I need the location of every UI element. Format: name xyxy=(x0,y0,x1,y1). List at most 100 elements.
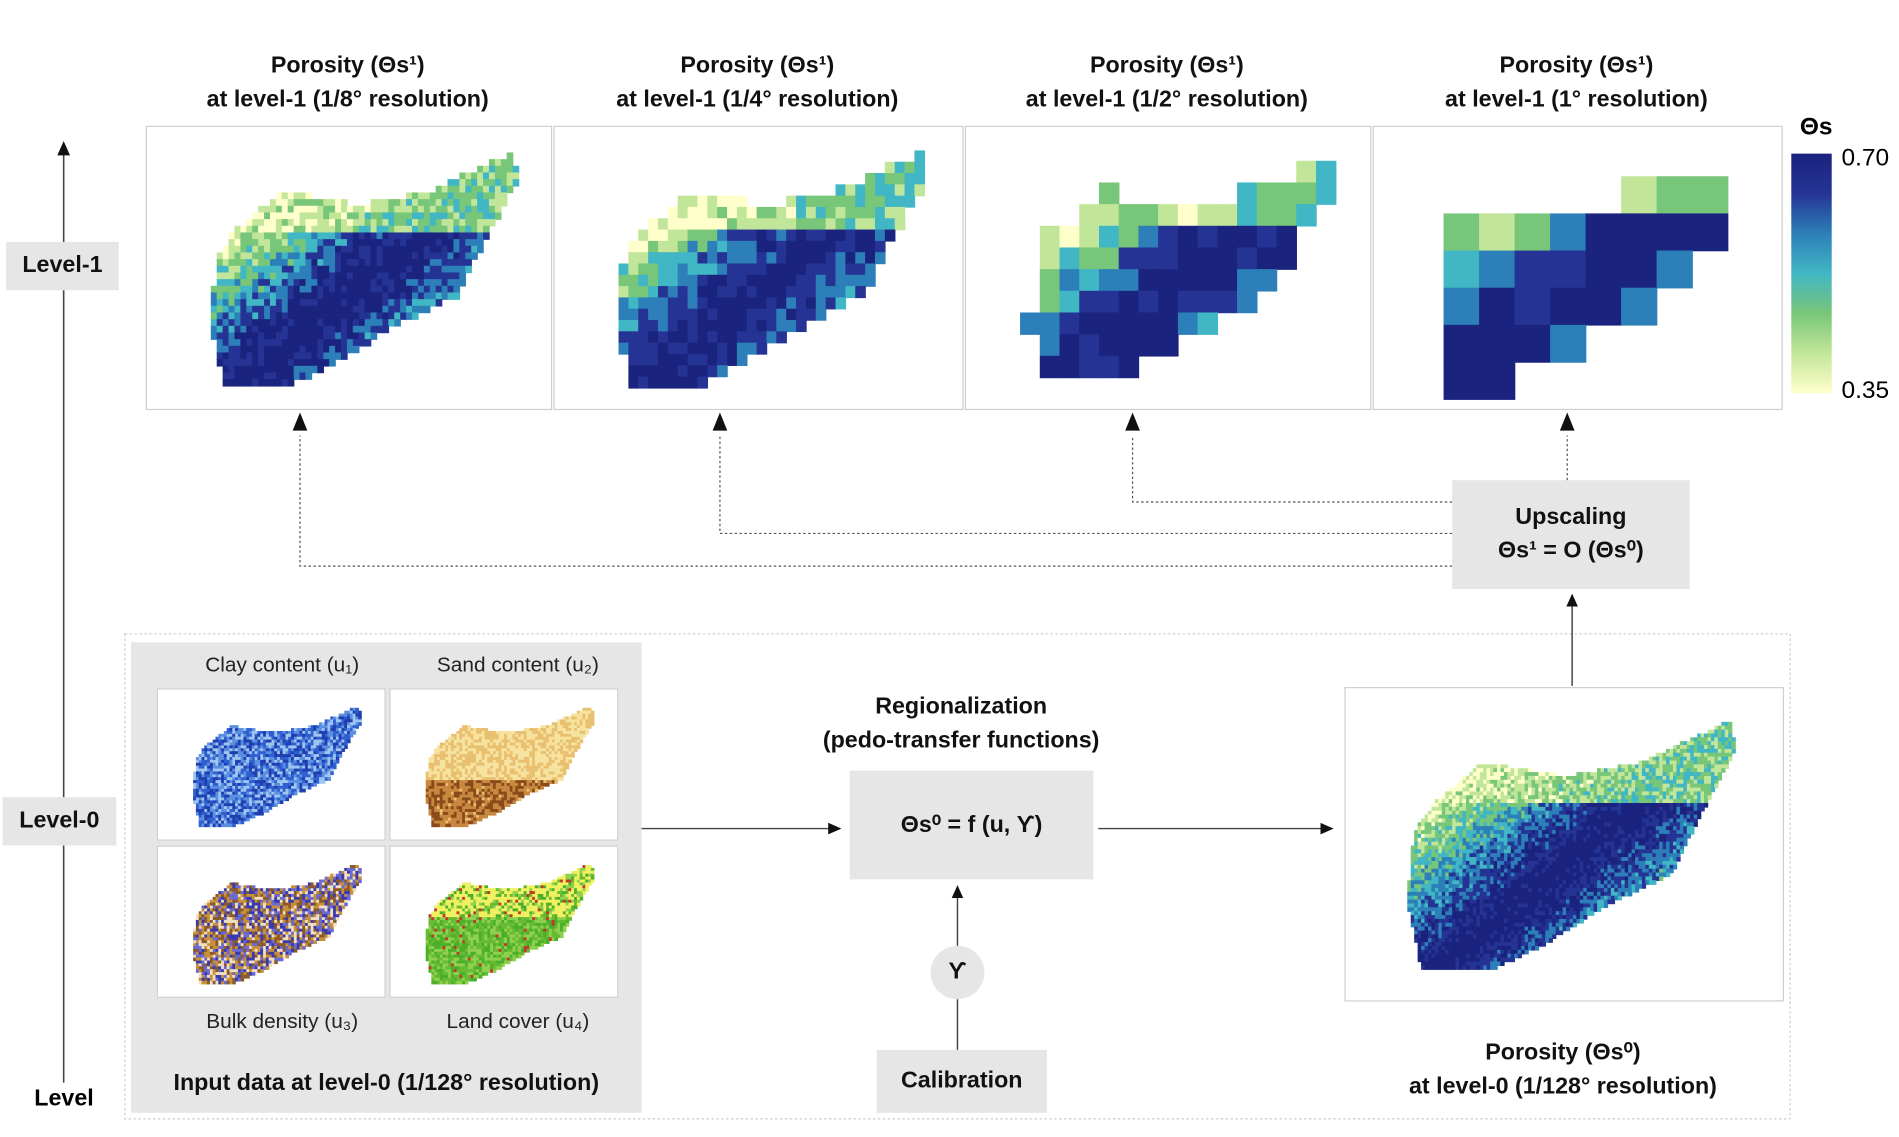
map-cell xyxy=(316,777,320,781)
map-cell xyxy=(307,765,312,770)
map-cell xyxy=(313,885,317,889)
map-cell xyxy=(537,728,542,732)
map-cell xyxy=(319,733,323,738)
map-cell xyxy=(470,777,475,781)
map-cell xyxy=(269,325,277,334)
map-cell xyxy=(305,365,313,374)
map-cell xyxy=(465,225,472,234)
map-cell xyxy=(234,345,242,354)
map-cell xyxy=(340,279,348,287)
map-cell xyxy=(1296,204,1317,227)
map-cell xyxy=(299,902,303,907)
map-cell xyxy=(476,803,480,807)
map-cell xyxy=(453,774,458,778)
map-cell xyxy=(697,240,709,253)
map-cell xyxy=(865,206,876,219)
map-cell xyxy=(467,814,472,819)
map-cell xyxy=(237,797,242,802)
map-cell xyxy=(310,783,315,787)
map-cell xyxy=(376,245,384,254)
map-cell xyxy=(687,218,699,231)
map-cell xyxy=(288,899,292,904)
map-cell xyxy=(333,908,337,913)
map-cell xyxy=(346,272,354,280)
map-cell xyxy=(316,902,320,907)
map-cell xyxy=(445,754,449,758)
map-cell xyxy=(243,814,248,819)
map-cell xyxy=(532,780,536,784)
map-cell xyxy=(216,359,224,367)
map-cell xyxy=(495,803,500,807)
map-cell xyxy=(456,765,461,770)
map-cell xyxy=(338,911,343,915)
map-cell xyxy=(467,788,472,793)
map-cell xyxy=(291,742,295,747)
map-cell xyxy=(874,173,886,186)
map-cell xyxy=(478,739,483,744)
map-cell xyxy=(347,710,351,715)
map-cell xyxy=(258,285,265,294)
map-cell xyxy=(310,751,315,755)
map-cell xyxy=(736,252,748,265)
map-cell xyxy=(288,751,292,755)
map-cell xyxy=(319,896,323,901)
map-cell xyxy=(1118,269,1140,292)
map-cell xyxy=(417,265,425,274)
map-cell xyxy=(313,739,317,744)
map-cell xyxy=(376,199,384,207)
map-cell xyxy=(323,225,330,234)
map-cell xyxy=(509,751,514,755)
map-cell xyxy=(557,730,561,735)
map-cell xyxy=(532,745,536,750)
map-cell xyxy=(293,905,298,910)
map-cell xyxy=(504,754,508,758)
map-cell xyxy=(439,806,444,810)
map-cell xyxy=(529,774,533,778)
map-cell xyxy=(382,205,390,214)
map-cell xyxy=(249,736,253,741)
map-cell xyxy=(264,205,271,214)
map-cell xyxy=(198,811,203,816)
map-cell xyxy=(406,292,413,300)
map-cell xyxy=(311,352,319,360)
map-cell xyxy=(562,754,567,758)
map-cell xyxy=(707,286,718,299)
map-cell xyxy=(316,751,320,755)
map-cell xyxy=(210,285,218,294)
map-cell xyxy=(287,359,295,367)
map-cell xyxy=(370,312,378,320)
map-cell xyxy=(195,777,200,781)
map-cell xyxy=(347,867,351,872)
map-cell xyxy=(240,759,245,764)
map-cell xyxy=(293,372,301,380)
map-cell xyxy=(310,902,315,907)
map-cell xyxy=(512,777,517,781)
map-cell xyxy=(346,339,354,347)
map-cell xyxy=(340,252,348,260)
map-cell xyxy=(697,342,709,355)
map-cell xyxy=(329,272,336,280)
map-cell xyxy=(317,265,324,274)
map-cell xyxy=(717,297,728,310)
map-cell xyxy=(246,265,253,274)
map-cell xyxy=(287,192,295,200)
map-cell xyxy=(207,780,211,784)
map-cell xyxy=(282,788,287,793)
map-cell xyxy=(335,245,342,254)
map-cell xyxy=(534,751,539,755)
map-cell xyxy=(352,710,357,715)
map-cell xyxy=(218,774,222,778)
map-cell xyxy=(657,297,669,310)
map-cell xyxy=(311,312,319,320)
map-cell xyxy=(281,332,289,340)
map-cell xyxy=(543,783,547,787)
map-cell xyxy=(717,353,728,366)
map-cell xyxy=(576,733,581,738)
map-cell xyxy=(305,754,309,758)
map-cell xyxy=(341,882,345,887)
map-cell xyxy=(459,279,467,287)
map-cell xyxy=(268,785,273,790)
map-cell xyxy=(554,780,559,784)
map-cell xyxy=(456,762,461,767)
map-cell xyxy=(677,240,689,253)
